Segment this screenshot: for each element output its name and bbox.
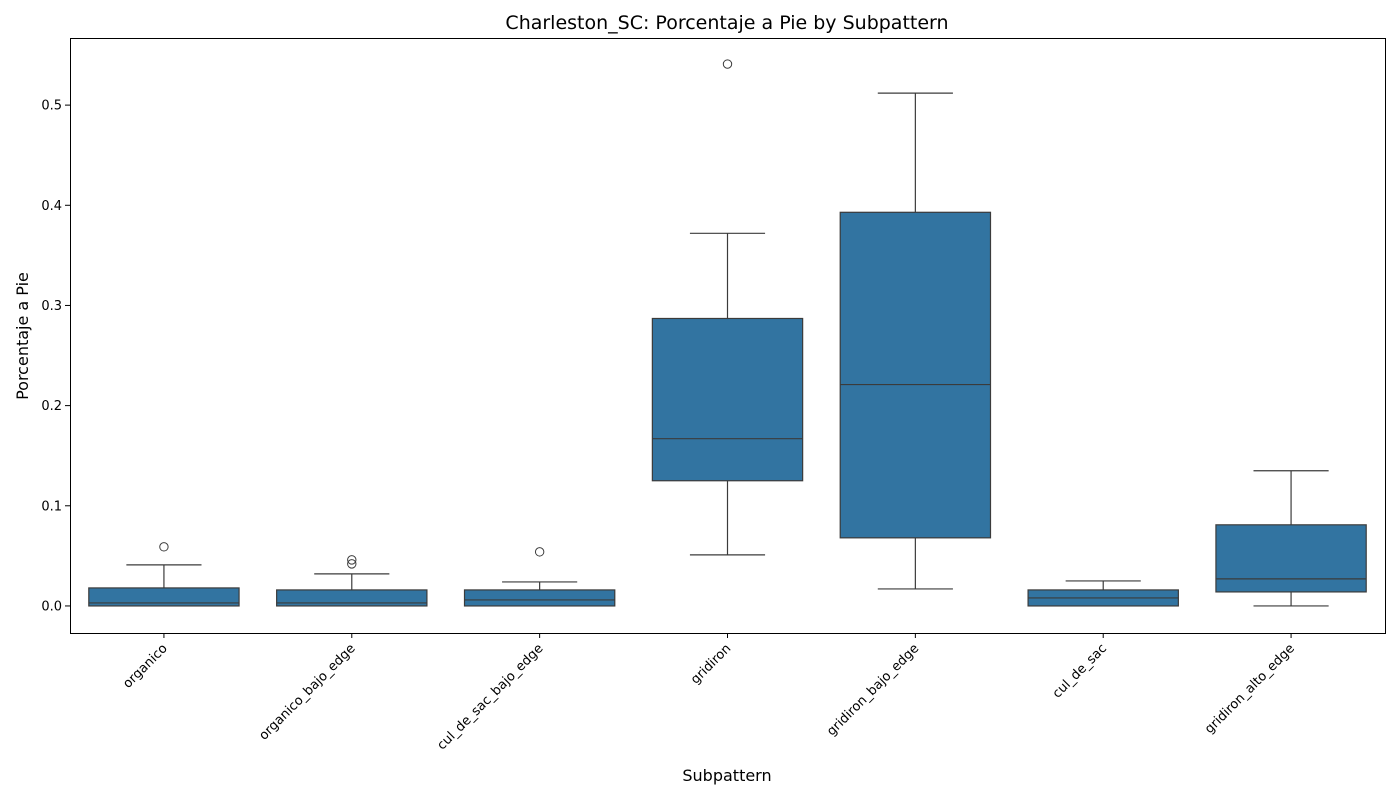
outlier-point (347, 555, 357, 565)
x-tick-label: cul_de_sac (1050, 641, 1110, 701)
plot-frame (70, 38, 1386, 634)
box-iqr (276, 589, 428, 607)
box-iqr (1215, 524, 1367, 593)
box-group-gridiron (651, 59, 804, 556)
outlier-point (722, 59, 733, 69)
x-tick-label: gridiron (688, 641, 734, 687)
y-tick-label: 0.0 (41, 599, 62, 614)
y-axis-title: Porcentaje a Pie (13, 272, 32, 400)
x-tick-label: cul_de_sac_bajo_edge (434, 641, 546, 753)
x-axis-title: Subpattern (682, 766, 771, 785)
y-tick-label: 0.2 (41, 399, 62, 414)
y-tick-label: 0.4 (41, 199, 62, 214)
box-group-organico (88, 542, 240, 607)
y-tick-label: 0.3 (41, 299, 62, 314)
x-tick-label: organico (120, 641, 170, 691)
y-tick-label: 0.1 (41, 499, 62, 514)
x-tick-label: gridiron_bajo_edge (824, 641, 922, 739)
x-tick-label: gridiron_alto_edge (1202, 641, 1298, 737)
box-iqr (839, 211, 992, 539)
outlier-point (534, 547, 545, 557)
box-group-cul_de_sac (1027, 580, 1179, 607)
box-group-cul_de_sac_bajo_edge (463, 547, 616, 607)
box-iqr (651, 317, 804, 482)
box-group-organico_bajo_edge (276, 555, 428, 607)
y-tick-label: 0.5 (41, 99, 62, 114)
x-tick-label: organico_bajo_edge (256, 641, 358, 743)
chart-title: Charleston_SC: Porcentaje a Pie by Subpa… (505, 12, 948, 34)
outlier-point (159, 542, 169, 552)
box-group-gridiron_alto_edge (1215, 470, 1367, 607)
outlier-point (347, 559, 357, 569)
box-iqr (88, 587, 240, 607)
box-group-gridiron_bajo_edge (839, 92, 992, 590)
box-iqr (463, 589, 616, 607)
